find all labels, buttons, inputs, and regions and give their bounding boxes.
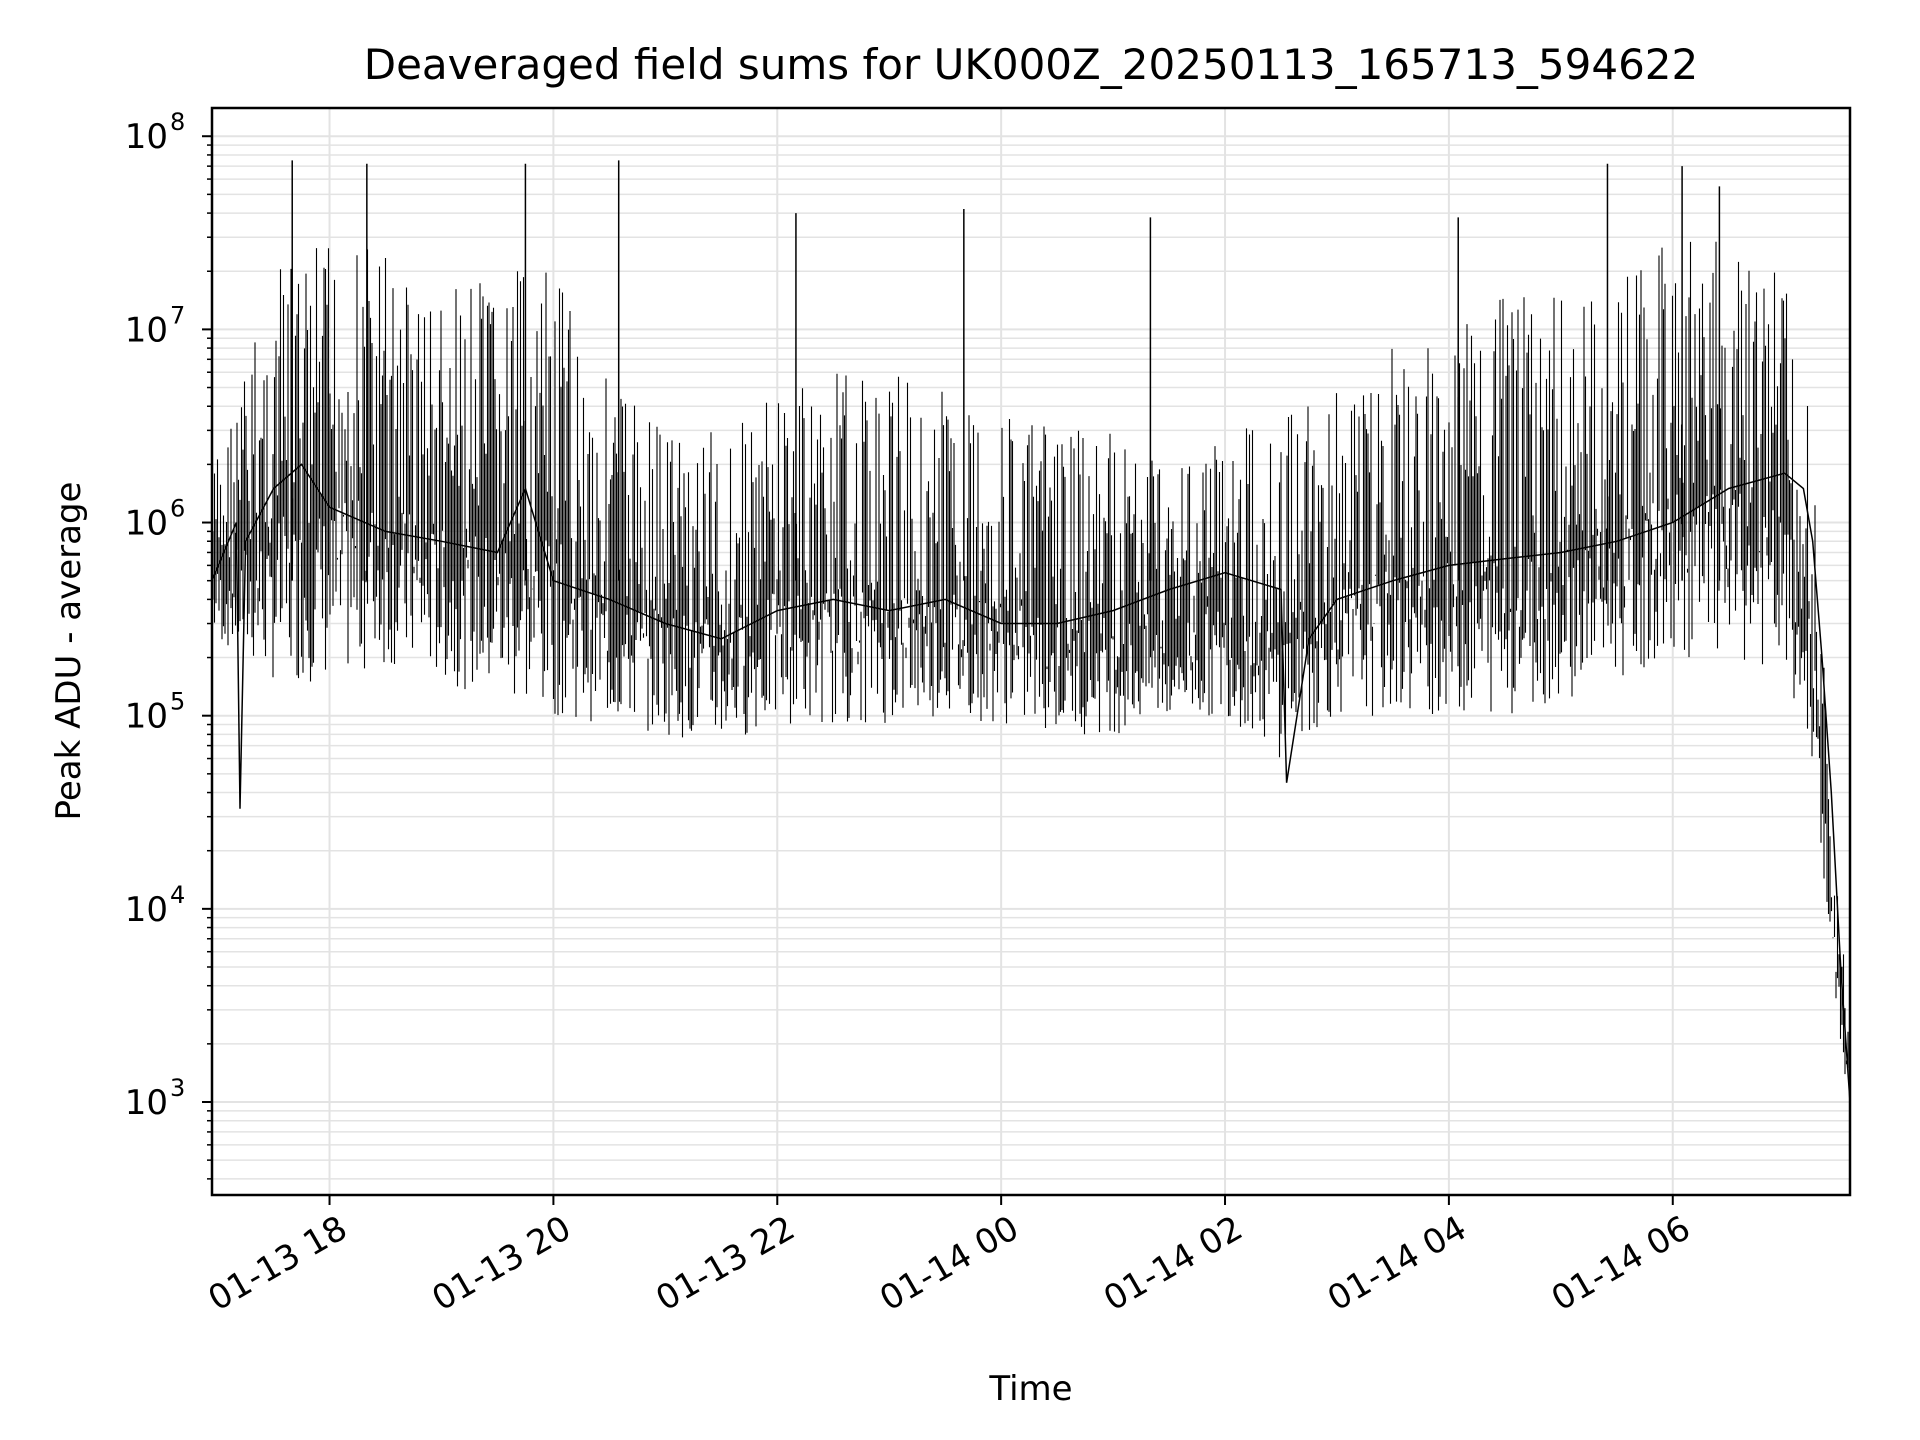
data-envelope [212, 160, 1851, 1091]
series-line [211, 463, 1851, 1103]
y-tick-exponent: 3 [170, 1074, 185, 1102]
y-tick-exponent: 4 [170, 881, 185, 909]
y-tick-label: 10 [125, 1083, 168, 1123]
y-tick-label: 10 [125, 310, 168, 350]
plot-frame [210, 106, 1852, 1197]
y-tick-label: 10 [125, 697, 168, 737]
series [211, 463, 1851, 1103]
y-tick-exponent: 6 [170, 495, 185, 523]
x-axis-label: Time [988, 1369, 1072, 1409]
y-tick-label: 10 [125, 504, 168, 544]
y-tick-label: 10 [125, 890, 168, 930]
grid [212, 108, 1850, 1195]
y-axis-label: Peak ADU - average [49, 482, 89, 821]
chart-title: Deaveraged field sums for UK000Z_2025011… [364, 40, 1699, 89]
y-tick-label: 10 [125, 117, 168, 157]
y-tick-exponent: 5 [170, 688, 185, 716]
y-tick-exponent: 7 [170, 301, 185, 329]
y-tick-exponent: 8 [170, 108, 185, 136]
